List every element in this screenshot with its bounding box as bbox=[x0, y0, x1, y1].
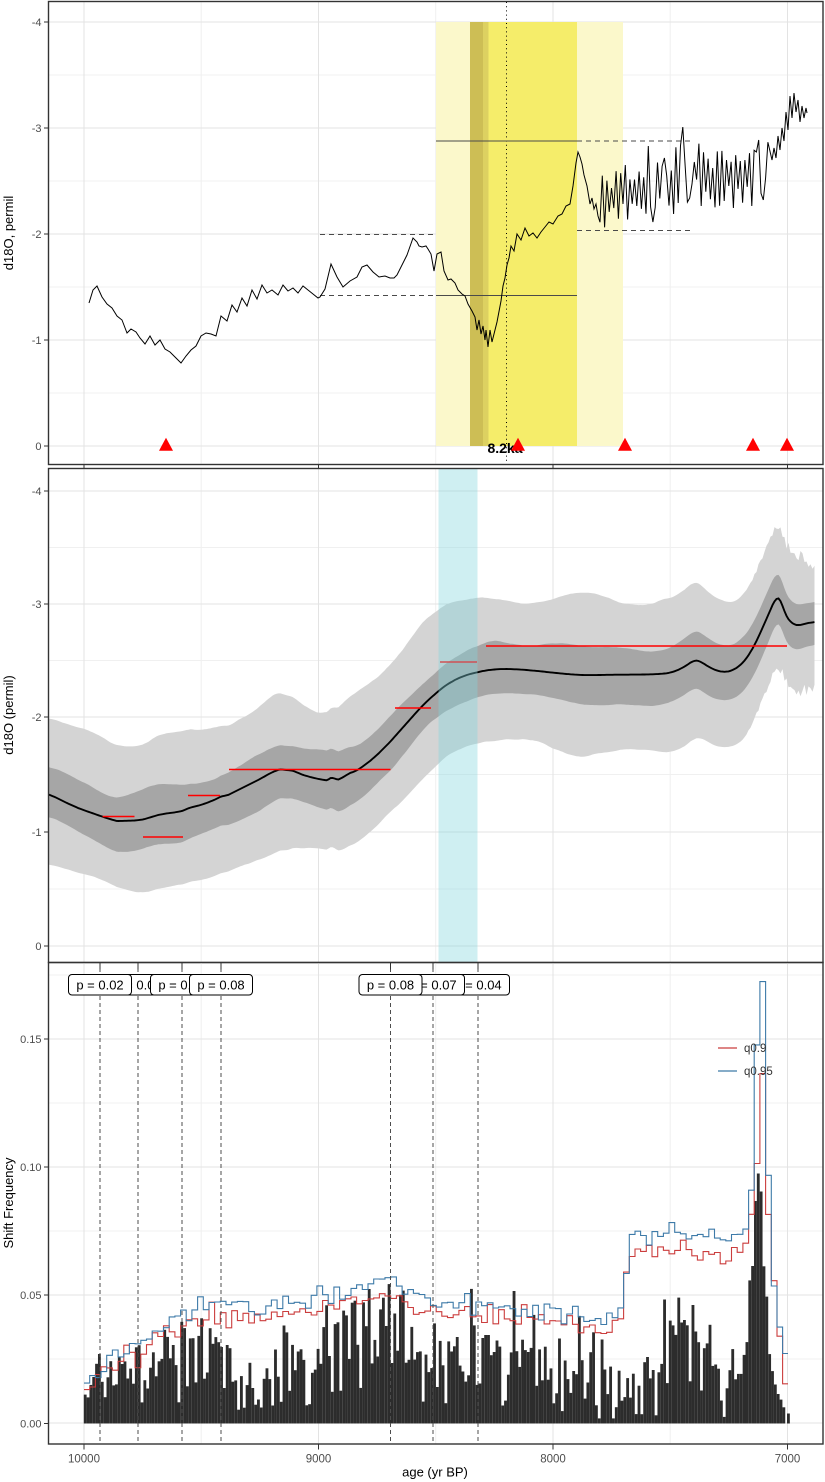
svg-text:d18O (permil): d18O (permil) bbox=[1, 675, 16, 754]
svg-text:-3: -3 bbox=[32, 123, 42, 135]
svg-text:8000: 8000 bbox=[540, 1454, 566, 1466]
svg-text:-4: -4 bbox=[32, 486, 42, 498]
svg-text:0.15: 0.15 bbox=[20, 1034, 41, 1046]
svg-text:0: 0 bbox=[35, 441, 41, 453]
svg-text:q0.95: q0.95 bbox=[744, 1066, 773, 1078]
svg-text:8.2ka: 8.2ka bbox=[487, 440, 522, 456]
svg-text:0.10: 0.10 bbox=[20, 1162, 41, 1174]
svg-text:-3: -3 bbox=[32, 599, 42, 611]
svg-text:Shift Frequency: Shift Frequency bbox=[1, 1157, 16, 1249]
svg-text:0: 0 bbox=[35, 941, 41, 953]
svg-text:p = 0.02: p = 0.02 bbox=[76, 978, 123, 993]
svg-text:-1: -1 bbox=[32, 335, 42, 347]
svg-text:-1: -1 bbox=[32, 827, 42, 839]
svg-text:-2: -2 bbox=[32, 229, 42, 241]
svg-text:p = 0.08: p = 0.08 bbox=[367, 978, 414, 993]
svg-text:p = 0.08: p = 0.08 bbox=[197, 978, 244, 993]
svg-text:q0.9: q0.9 bbox=[744, 1043, 766, 1055]
svg-text:7000: 7000 bbox=[775, 1454, 801, 1466]
svg-text:10000: 10000 bbox=[68, 1454, 100, 1466]
svg-text:-2: -2 bbox=[32, 712, 42, 724]
svg-text:age (yr BP): age (yr BP) bbox=[402, 1465, 468, 1480]
svg-text:0.05: 0.05 bbox=[20, 1290, 41, 1302]
svg-text:0.00: 0.00 bbox=[20, 1418, 41, 1430]
svg-text:-4: -4 bbox=[32, 17, 42, 29]
svg-text:p = 0.04: p = 0.04 bbox=[454, 978, 501, 993]
svg-text:9000: 9000 bbox=[306, 1454, 332, 1466]
svg-text:d18O, permil: d18O, permil bbox=[1, 196, 16, 271]
